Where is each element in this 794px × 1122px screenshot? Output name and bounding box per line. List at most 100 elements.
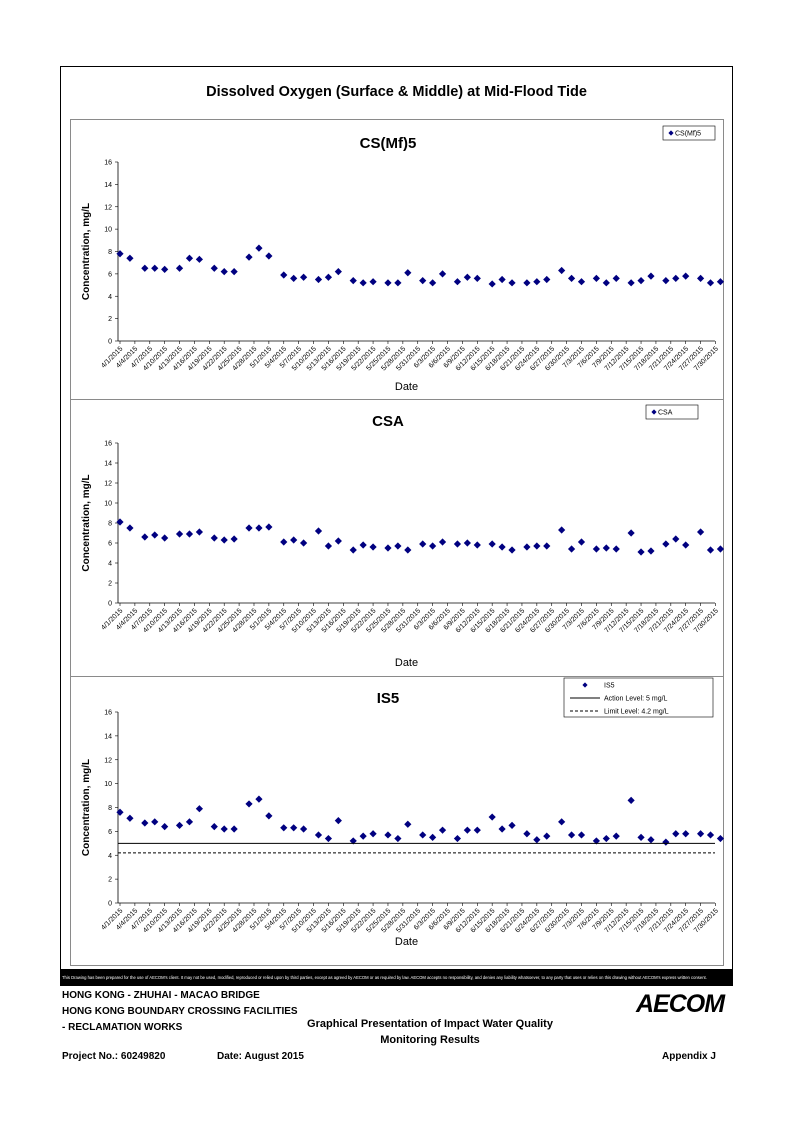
data-point: [230, 825, 238, 833]
data-point: [220, 536, 228, 544]
data-point: [716, 278, 725, 286]
data-point: [324, 273, 333, 281]
data-point: [334, 268, 342, 276]
project-line-2: HONG KONG BOUNDARY CROSSING FACILITIES: [62, 1006, 298, 1017]
data-point: [175, 264, 184, 272]
data-point: [384, 831, 392, 839]
data-point: [592, 545, 600, 553]
data-point: [245, 253, 253, 261]
data-point: [419, 276, 427, 285]
data-point: [706, 279, 715, 287]
data-point: [255, 244, 263, 252]
y-tick-label: 14: [104, 461, 112, 468]
appendix-label: Appendix J: [662, 1051, 716, 1062]
data-point: [543, 275, 551, 284]
data-point: [419, 540, 427, 548]
data-point: [394, 279, 402, 287]
data-point: [508, 279, 516, 287]
chart-title: CSA: [372, 413, 404, 430]
y-tick-label: 0: [108, 601, 112, 608]
data-point: [438, 538, 447, 546]
legend-box: [662, 125, 716, 141]
y-tick-label: 12: [104, 204, 112, 211]
y-tick-label: 0: [108, 339, 112, 346]
data-point: [126, 524, 134, 532]
data-point: [592, 274, 600, 282]
legend-label: CS(Mf)5: [675, 131, 701, 138]
data-point: [255, 795, 263, 803]
data-point: [716, 545, 725, 553]
data-point: [151, 531, 159, 539]
data-point: [577, 538, 586, 546]
legend-marker: [668, 130, 674, 136]
data-point: [116, 808, 124, 816]
data-point: [453, 834, 462, 843]
y-tick-label: 16: [104, 710, 112, 717]
data-point: [523, 279, 531, 287]
data-point: [696, 274, 705, 282]
data-point: [255, 524, 263, 532]
data-point: [577, 278, 586, 286]
legend-label: CSA: [658, 410, 673, 417]
data-point: [672, 535, 680, 543]
data-point: [558, 818, 566, 826]
y-tick-label: 12: [104, 481, 112, 488]
data-point: [300, 273, 308, 281]
legend-marker: [582, 682, 588, 688]
data-point: [706, 546, 715, 554]
data-point: [662, 838, 670, 846]
data-point: [126, 254, 134, 262]
y-tick-label: 10: [104, 501, 112, 508]
data-point: [429, 833, 437, 841]
data-point: [637, 548, 645, 556]
data-point: [706, 831, 715, 839]
data-point: [175, 821, 184, 830]
data-point: [662, 276, 670, 285]
data-point: [280, 271, 288, 279]
data-point: [498, 825, 506, 833]
data-point: [359, 279, 367, 287]
data-point: [438, 826, 447, 834]
y-tick-label: 16: [104, 160, 112, 167]
data-point: [498, 543, 506, 551]
data-point: [195, 528, 203, 536]
y-tick-label: 8: [108, 521, 112, 528]
data-point: [558, 526, 566, 534]
data-point: [290, 536, 298, 544]
x-axis-label: Date: [395, 936, 418, 948]
data-point: [523, 543, 531, 551]
data-point: [404, 820, 412, 828]
legend-label: IS5: [604, 683, 615, 690]
data-point: [359, 832, 367, 840]
y-tick-label: 14: [104, 733, 112, 740]
data-point: [672, 274, 680, 282]
data-point: [161, 265, 169, 273]
y-tick-label: 2: [108, 877, 112, 884]
project-line-1: HONG KONG - ZHUHAI - MACAO BRIDGE: [62, 990, 260, 1001]
data-point: [716, 834, 725, 843]
data-point: [314, 275, 323, 284]
data-point: [185, 254, 194, 262]
data-point: [438, 270, 447, 278]
data-point: [637, 833, 645, 841]
data-point: [384, 544, 392, 552]
data-point: [359, 541, 367, 549]
data-point: [647, 836, 655, 844]
chart-title: IS5: [377, 690, 400, 707]
data-point: [473, 826, 481, 834]
data-point: [300, 539, 308, 547]
data-point: [369, 278, 377, 286]
data-point: [612, 832, 620, 840]
data-point: [141, 264, 149, 272]
data-point: [151, 818, 159, 826]
drawing-title-line-1: Graphical Presentation of Impact Water Q…: [307, 1018, 553, 1030]
issue-date: Date: August 2015: [217, 1051, 304, 1062]
data-point: [126, 814, 134, 822]
data-point: [567, 545, 576, 553]
data-point: [141, 819, 149, 827]
y-axis-label: Concentration, mg/L: [81, 759, 92, 856]
data-point: [453, 278, 462, 286]
data-point: [508, 821, 516, 830]
